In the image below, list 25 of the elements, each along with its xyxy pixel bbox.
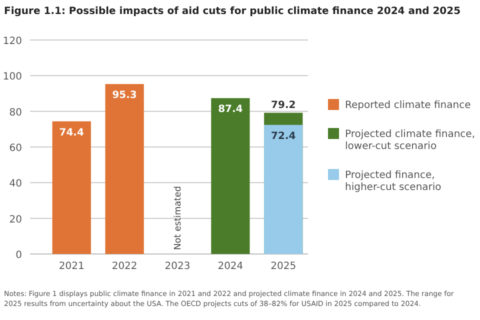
x-tick-label: 2021 — [58, 261, 84, 272]
legend-label: Reported climate finance — [345, 100, 471, 111]
annotation: Not estimated — [174, 186, 184, 250]
y-tick-label: 60 — [9, 143, 22, 154]
legend-label: Projected climate finance, lower-cut scenario — [345, 129, 475, 152]
data-label: 95.3 — [112, 90, 137, 102]
y-tick-label: 0 — [16, 250, 22, 261]
y-tick-label: 40 — [9, 178, 22, 190]
data-label: 87.4 — [218, 104, 243, 116]
y-tick-label: 120 — [2, 36, 22, 47]
bar — [105, 84, 144, 254]
x-tick-label: 2023 — [164, 261, 190, 272]
bar — [211, 98, 250, 254]
data-label: 72.4 — [271, 130, 296, 142]
x-tick-label: 2024 — [218, 261, 244, 272]
data-label: 74.4 — [59, 127, 84, 138]
chart-title: Figure 1.1: Possible impacts of aid cuts for public climate finance 2024 and 2025 — [4, 6, 461, 17]
bar — [52, 121, 91, 254]
legend-label: Projected finance, higher-cut scenario — [345, 170, 442, 193]
x-tick-label: 2022 — [112, 261, 138, 272]
data-label: 79.2 — [271, 100, 296, 111]
y-tick-label: 80 — [9, 107, 22, 118]
y-tick-label: 100 — [2, 72, 22, 83]
y-tick-label: 20 — [9, 214, 22, 226]
x-tick-label: 2025 — [270, 261, 296, 272]
